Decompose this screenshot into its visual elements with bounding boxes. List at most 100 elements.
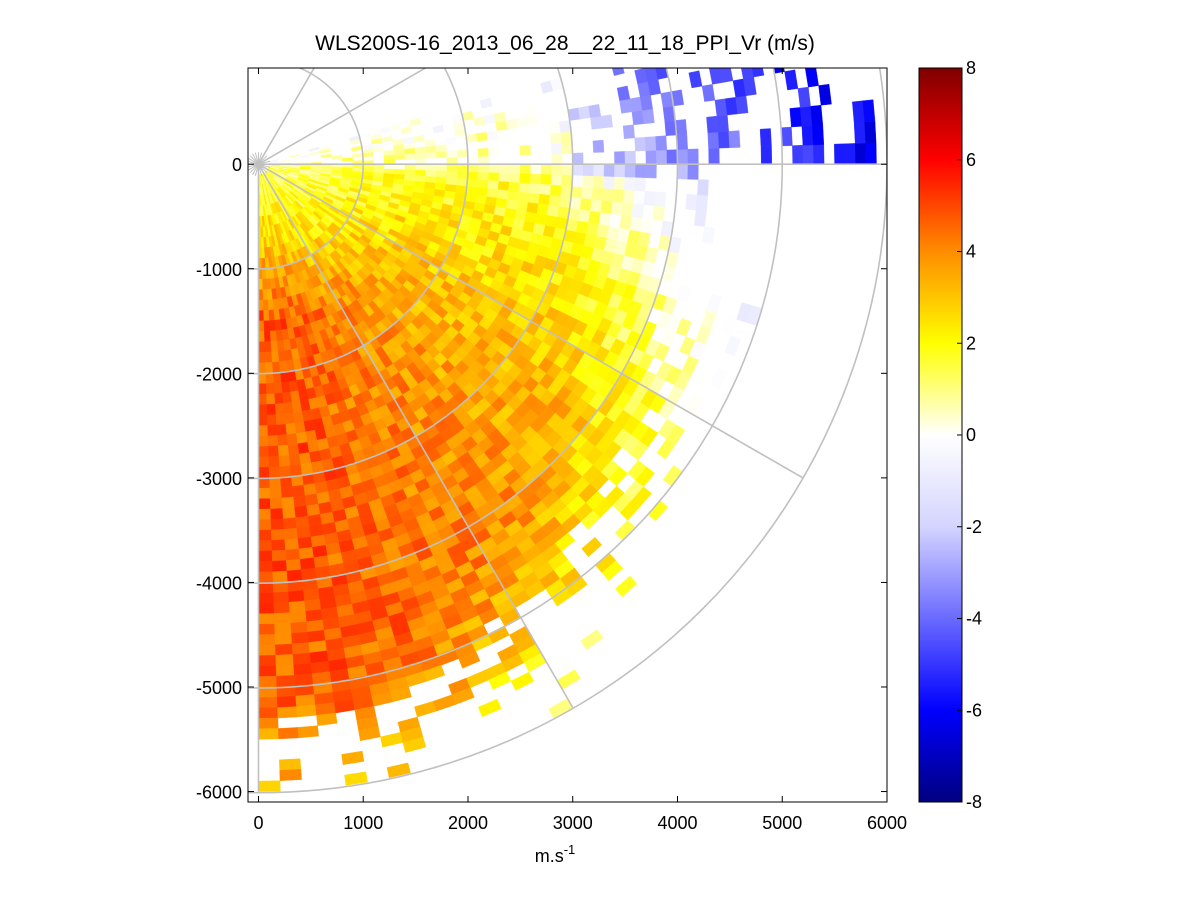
velocity-cell [854,142,867,165]
velocity-cell [666,424,686,446]
velocity-cell [759,128,772,147]
velocity-cell [549,132,562,145]
center-spoke [258,163,271,168]
velocity-cell [719,68,734,83]
velocity-cell [477,171,490,181]
velocity-cell [282,507,296,520]
velocity-cell [634,177,647,192]
velocity-cell [269,497,283,510]
velocity-cell [281,496,295,509]
velocity-cell [635,466,655,488]
velocity-cell [467,171,479,180]
velocity-cell [612,188,625,203]
velocity-cell [570,185,583,199]
velocity-cell [639,94,653,111]
velocity-cell [270,518,285,531]
velocity-cell [275,654,294,667]
velocity-cell [409,117,422,127]
velocity-cell [592,139,605,153]
velocity-cell [278,455,291,467]
velocity-cell [272,361,281,374]
velocity-cell [643,190,656,206]
polar-grid [248,68,887,794]
velocity-cell [582,163,594,177]
velocity-cell [716,114,729,133]
plot-area: 0 1000 2000 3000 4000 5000 6000 0 -1000 -2000 -30… [196,67,907,833]
velocity-cell [425,169,437,177]
velocity-cell [279,465,292,478]
colorbar-tick-label: 2 [966,333,976,353]
velocity-cell [560,131,573,144]
velocity-cell [435,176,447,185]
velocity-cell [615,575,638,597]
velocity-cell [600,200,613,214]
velocity-cell [801,125,814,146]
velocity-cell [614,151,626,165]
velocity-cell [510,671,535,691]
velocity-cell [446,150,458,158]
velocity-cell [274,392,284,405]
x-tick-label: 3000 [553,813,593,833]
velocity-cell [258,446,269,458]
velocity-cell [456,170,469,180]
velocity-cell [508,181,520,192]
velocity-cell [497,180,510,191]
velocity-cell [527,192,541,204]
velocity-cell [288,453,302,467]
velocity-cell [274,622,292,635]
velocity-cell [258,425,269,437]
velocity-cell [474,194,487,205]
velocity-cell [383,149,395,156]
velocity-cell [402,736,427,753]
velocity-cell [550,174,563,186]
velocity-cell [266,393,276,405]
velocity-cell [268,466,281,478]
velocity-cell [516,116,529,129]
velocity-cell [572,152,584,165]
velocity-cell [709,68,723,85]
velocity-cell [272,570,288,583]
velocity-cell [415,158,427,165]
center-spoke [258,153,265,165]
velocity-cell [286,569,303,582]
velocity-cell [265,382,275,395]
velocity-cell [258,477,271,489]
velocity-cell [258,707,279,719]
velocity-cell [693,209,707,228]
velocity-cell [478,155,490,165]
velocity-cell [271,351,280,363]
colorbar-tick-label: 6 [966,150,976,170]
velocity-cell [444,136,457,145]
x-axis-label-superscript: -1 [564,842,576,857]
velocity-cell [414,146,426,154]
velocity-cell [477,147,490,157]
velocity-cell [613,176,626,190]
velocity-cell [373,167,385,174]
velocity-cell [383,168,395,174]
x-tick-label: 2000 [448,813,488,833]
center-spoke [254,164,259,176]
velocity-cell [780,126,793,147]
velocity-cell [434,182,447,191]
velocity-cells [258,68,877,792]
velocity-cell [386,762,411,779]
velocity-cell [297,536,313,550]
velocity-cell [435,170,448,178]
velocity-cell [272,560,288,572]
velocity-cell [275,413,287,426]
velocity-cell [288,590,305,603]
velocity-cell [258,634,276,646]
velocity-cell [706,293,722,314]
velocity-cell [283,402,294,415]
x-tick-label: 4000 [657,813,697,833]
velocity-cell [578,209,591,223]
velocity-cell [602,188,615,202]
velocity-cell [293,663,313,676]
velocity-cell [258,780,281,792]
velocity-cell [561,163,573,176]
velocity-cell [554,532,576,552]
velocity-cell [496,189,509,200]
velocity-cell [540,173,552,185]
velocity-cell [797,86,811,108]
velocity-cell [644,136,657,151]
